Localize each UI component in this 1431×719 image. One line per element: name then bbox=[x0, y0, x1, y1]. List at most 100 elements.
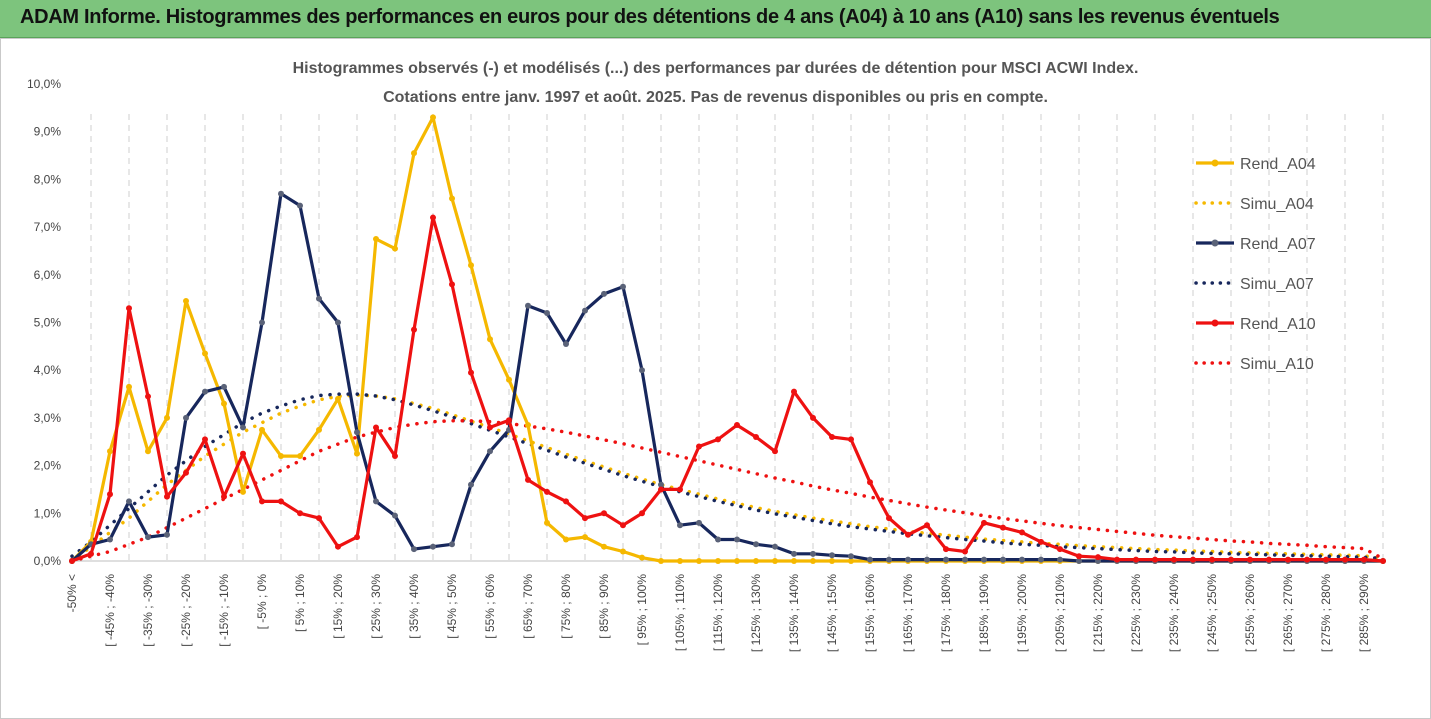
data-point-rend_a10 bbox=[658, 486, 664, 493]
data-point-rend_a10 bbox=[753, 433, 759, 440]
data-point-rend_a10 bbox=[278, 498, 284, 505]
data-point-rend_a07 bbox=[126, 498, 132, 505]
data-point-rend_a07 bbox=[620, 283, 626, 290]
legend-label: Simu_A10 bbox=[1240, 356, 1314, 373]
data-point-rend_a04 bbox=[145, 448, 151, 455]
data-point-rend_a07 bbox=[639, 367, 645, 374]
data-point-rend_a10 bbox=[506, 417, 512, 424]
data-point-rend_a07 bbox=[943, 556, 949, 563]
data-point-rend_a07 bbox=[563, 340, 569, 347]
data-point-rend_a10 bbox=[1285, 556, 1291, 563]
data-point-rend_a10 bbox=[544, 488, 550, 495]
data-point-rend_a10 bbox=[943, 546, 949, 553]
data-point-rend_a10 bbox=[1171, 556, 1177, 563]
legend-label: Rend_A07 bbox=[1240, 236, 1316, 253]
chart-title: Histogrammes observés (-) et modélisés (… bbox=[292, 60, 1139, 77]
data-point-rend_a04 bbox=[183, 298, 189, 305]
y-tick-label: 6,0% bbox=[34, 268, 62, 282]
data-point-rend_a07 bbox=[962, 556, 968, 563]
data-point-rend_a07 bbox=[297, 202, 303, 209]
data-point-rend_a10 bbox=[1342, 556, 1348, 563]
data-point-rend_a07 bbox=[981, 556, 987, 563]
data-point-rend_a10 bbox=[1209, 556, 1215, 563]
data-point-rend_a07 bbox=[468, 481, 474, 488]
data-point-rend_a10 bbox=[202, 436, 208, 443]
data-point-rend_a10 bbox=[468, 369, 474, 376]
title-banner: ADAM Informe. Histogrammes des performan… bbox=[0, 0, 1431, 38]
x-tick-label: [ 105% ; 110% bbox=[673, 574, 687, 651]
data-point-rend_a10 bbox=[601, 510, 607, 517]
banner-title: ADAM Informe. Histogrammes des performan… bbox=[20, 6, 1280, 28]
data-point-rend_a10 bbox=[582, 515, 588, 522]
data-point-rend_a10 bbox=[107, 491, 113, 498]
data-point-rend_a07 bbox=[677, 522, 683, 529]
data-point-rend_a07 bbox=[924, 556, 930, 563]
data-point-rend_a04 bbox=[696, 558, 702, 564]
data-point-rend_a04 bbox=[126, 383, 132, 390]
data-point-rend_a10 bbox=[696, 443, 702, 450]
data-point-rend_a04 bbox=[658, 558, 664, 564]
data-point-rend_a10 bbox=[1247, 556, 1253, 563]
data-point-rend_a10 bbox=[1057, 546, 1063, 553]
data-point-rend_a10 bbox=[1228, 556, 1234, 563]
data-point-rend_a10 bbox=[620, 522, 626, 529]
x-tick-label: [ 225% ; 230% bbox=[1129, 574, 1143, 652]
x-tick-label: [ 25% ; 30% bbox=[369, 574, 383, 639]
x-tick-label: [ 245% ; 250% bbox=[1205, 574, 1219, 652]
x-tick-label: [ 215% ; 220% bbox=[1091, 574, 1105, 652]
data-point-rend_a04 bbox=[259, 426, 265, 433]
data-point-rend_a10 bbox=[810, 414, 816, 421]
x-tick-label: [ 135% ; 140% bbox=[787, 574, 801, 652]
data-point-rend_a07 bbox=[791, 550, 797, 557]
y-tick-label: 0,0% bbox=[34, 554, 62, 568]
data-point-rend_a10 bbox=[734, 422, 740, 429]
data-point-rend_a10 bbox=[772, 448, 778, 455]
data-point-rend_a04 bbox=[202, 350, 208, 357]
data-point-rend_a10 bbox=[677, 486, 683, 493]
legend-label: Simu_A04 bbox=[1240, 196, 1314, 213]
data-point-rend_a10 bbox=[848, 436, 854, 443]
x-tick-label: [ 195% ; 200% bbox=[1015, 574, 1029, 652]
data-point-rend_a07 bbox=[221, 383, 227, 390]
data-point-rend_a10 bbox=[829, 433, 835, 440]
y-tick-label: 8,0% bbox=[34, 172, 62, 186]
data-point-rend_a10 bbox=[981, 519, 987, 526]
data-point-rend_a07 bbox=[582, 307, 588, 314]
data-point-rend_a07 bbox=[411, 546, 417, 553]
data-point-rend_a04 bbox=[354, 450, 360, 457]
data-point-rend_a04 bbox=[487, 336, 493, 343]
data-point-rend_a07 bbox=[658, 481, 664, 488]
x-tick-label: [ -45% ; -40% bbox=[103, 574, 117, 647]
data-point-rend_a10 bbox=[924, 522, 930, 529]
data-point-rend_a10 bbox=[1266, 556, 1272, 563]
data-point-rend_a04 bbox=[601, 543, 607, 550]
data-point-rend_a04 bbox=[753, 558, 759, 564]
legend-label: Rend_A10 bbox=[1240, 316, 1316, 333]
x-tick-label: [ 255% ; 260% bbox=[1243, 574, 1257, 652]
data-point-rend_a10 bbox=[145, 393, 151, 400]
data-point-rend_a10 bbox=[639, 510, 645, 517]
series-line-rend_a07 bbox=[70, 192, 1383, 563]
data-point-rend_a07 bbox=[145, 534, 151, 541]
data-point-rend_a07 bbox=[867, 556, 873, 563]
data-point-rend_a07 bbox=[810, 550, 816, 557]
data-point-rend_a07 bbox=[905, 556, 911, 563]
data-point-rend_a10 bbox=[183, 469, 189, 476]
data-point-rend_a10 bbox=[525, 476, 531, 483]
data-point-rend_a07 bbox=[316, 295, 322, 302]
data-point-rend_a10 bbox=[240, 450, 246, 457]
x-tick-label: [ 65% ; 70% bbox=[521, 574, 535, 639]
data-point-rend_a04 bbox=[468, 262, 474, 269]
data-point-rend_a10 bbox=[1190, 556, 1196, 563]
data-point-rend_a04 bbox=[772, 558, 778, 564]
data-point-rend_a07 bbox=[164, 531, 170, 538]
y-tick-label: 9,0% bbox=[34, 125, 62, 139]
x-tick-label: [ -35% ; -30% bbox=[141, 574, 155, 647]
x-tick-label: [ 95% ; 100% bbox=[635, 574, 649, 646]
data-point-rend_a10 bbox=[1000, 524, 1006, 531]
series-line-rend_a04 bbox=[70, 115, 1383, 563]
data-point-rend_a10 bbox=[1304, 556, 1310, 563]
data-point-rend_a10 bbox=[335, 543, 341, 550]
data-point-rend_a10 bbox=[69, 558, 75, 564]
